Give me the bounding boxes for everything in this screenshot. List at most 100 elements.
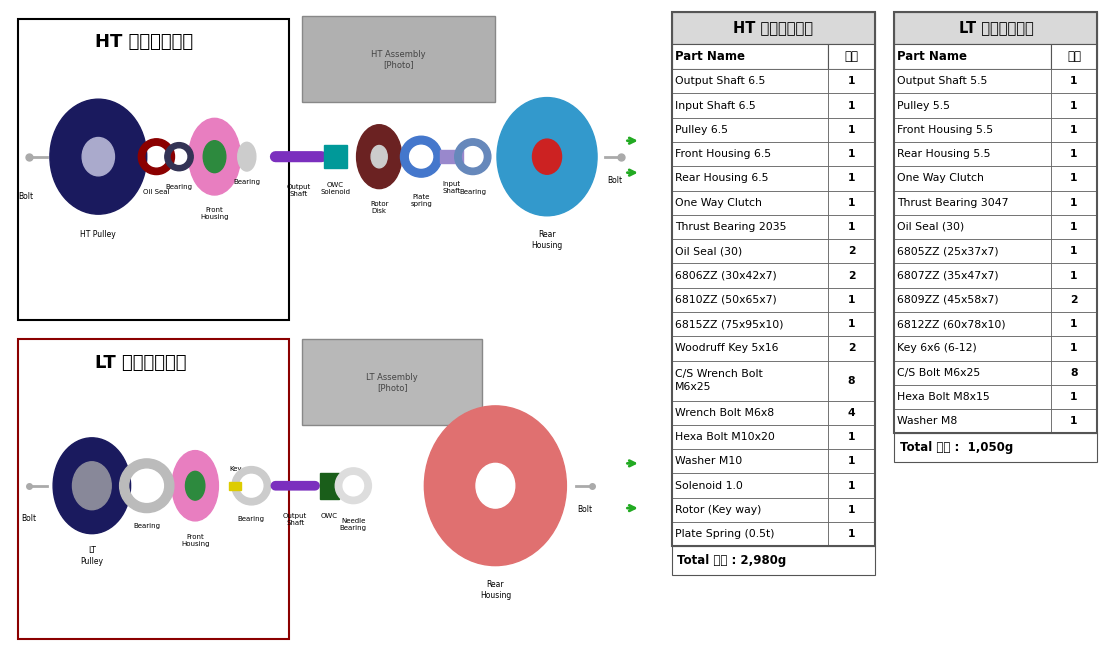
Bar: [828, 361, 875, 400]
Text: Bearing: Bearing: [459, 188, 486, 195]
Bar: [1050, 263, 1097, 288]
Bar: [828, 263, 875, 288]
Text: Bearing: Bearing: [133, 523, 161, 529]
Text: 1: 1: [1070, 246, 1078, 256]
Text: Part Name: Part Name: [675, 50, 745, 63]
Text: Rotor (Key way): Rotor (Key way): [675, 505, 760, 515]
Text: Washer M10: Washer M10: [675, 456, 741, 466]
Text: 1: 1: [1070, 319, 1078, 329]
Text: 1: 1: [1070, 149, 1078, 159]
Text: 1: 1: [847, 505, 855, 515]
Bar: [672, 312, 828, 336]
Bar: [1050, 361, 1097, 385]
Bar: [672, 118, 828, 142]
Bar: [672, 361, 828, 400]
Bar: [828, 288, 875, 312]
Text: Rear
Housing: Rear Housing: [479, 580, 511, 600]
Bar: [828, 473, 875, 497]
Text: 2: 2: [1070, 295, 1078, 304]
Bar: [894, 336, 1050, 361]
Text: Front
Housing: Front Housing: [201, 207, 229, 220]
Bar: [1050, 409, 1097, 434]
Text: LT
Pulley: LT Pulley: [80, 546, 104, 566]
Text: 1: 1: [847, 149, 855, 159]
Text: LT 동력전달장치: LT 동력전달장치: [959, 20, 1034, 35]
Text: 1: 1: [847, 76, 855, 86]
Ellipse shape: [237, 142, 255, 171]
Bar: [894, 93, 1050, 118]
Bar: [324, 145, 347, 168]
Text: One Way Clutch: One Way Clutch: [898, 173, 983, 183]
Bar: [894, 118, 1050, 142]
Text: 1: 1: [847, 529, 855, 539]
Bar: [672, 473, 828, 497]
Text: 2: 2: [847, 271, 855, 280]
Text: 1: 1: [1070, 416, 1078, 426]
Bar: [894, 239, 1050, 263]
Bar: [672, 400, 828, 425]
Bar: [828, 239, 875, 263]
FancyBboxPatch shape: [18, 20, 289, 319]
Text: Rear Housing 5.5: Rear Housing 5.5: [898, 149, 990, 159]
Text: 1: 1: [847, 198, 855, 208]
Ellipse shape: [533, 139, 562, 174]
Text: Rotor
Disk: Rotor Disk: [370, 201, 388, 215]
Bar: [1050, 215, 1097, 239]
Bar: [440, 150, 463, 163]
Text: 1: 1: [847, 456, 855, 466]
Bar: [672, 93, 828, 118]
Ellipse shape: [371, 145, 387, 168]
Bar: [828, 69, 875, 93]
Bar: [1050, 69, 1097, 93]
Text: 1: 1: [847, 319, 855, 329]
Bar: [894, 12, 1097, 44]
Bar: [828, 215, 875, 239]
Bar: [894, 215, 1050, 239]
Text: Bolt: Bolt: [576, 505, 592, 514]
Text: 2: 2: [847, 246, 855, 256]
Text: 6807ZZ (35x47x7): 6807ZZ (35x47x7): [898, 271, 999, 280]
Text: 6809ZZ (45x58x7): 6809ZZ (45x58x7): [898, 295, 999, 304]
Text: Key 6x6 (6-12): Key 6x6 (6-12): [898, 344, 977, 353]
Bar: [828, 449, 875, 473]
Text: OWC
Solenoid: OWC Solenoid: [320, 182, 350, 195]
Text: 1: 1: [1070, 173, 1078, 183]
Ellipse shape: [425, 406, 566, 565]
Text: 1: 1: [1070, 344, 1078, 353]
Text: One Way Clutch: One Way Clutch: [675, 198, 762, 208]
Bar: [672, 215, 828, 239]
Bar: [320, 473, 339, 499]
Bar: [894, 312, 1050, 336]
Ellipse shape: [476, 464, 515, 508]
Text: Plate Spring (0.5t): Plate Spring (0.5t): [675, 529, 774, 539]
Bar: [1050, 239, 1097, 263]
Text: Woodruff Key 5x16: Woodruff Key 5x16: [675, 344, 778, 353]
Text: HT Pulley: HT Pulley: [80, 230, 116, 239]
Ellipse shape: [497, 98, 597, 216]
Bar: [672, 190, 828, 215]
Text: Oil Seal: Oil Seal: [143, 188, 169, 195]
Text: 1: 1: [847, 173, 855, 183]
Bar: [672, 546, 875, 575]
Text: 2: 2: [847, 344, 855, 353]
Text: 8: 8: [1070, 368, 1078, 378]
Text: Key: Key: [229, 466, 242, 471]
Bar: [672, 336, 828, 361]
Bar: [672, 44, 828, 69]
FancyBboxPatch shape: [302, 339, 483, 425]
Bar: [828, 425, 875, 449]
Text: Output
Shaft: Output Shaft: [287, 183, 311, 196]
Text: 1: 1: [847, 125, 855, 135]
Text: Pulley 6.5: Pulley 6.5: [675, 125, 728, 135]
Bar: [672, 12, 875, 546]
Text: Bearing: Bearing: [233, 179, 260, 185]
Bar: [1050, 190, 1097, 215]
Text: Front
Housing: Front Housing: [181, 533, 210, 546]
Text: 6810ZZ (50x65x7): 6810ZZ (50x65x7): [675, 295, 776, 304]
Text: Input Shaft 6.5: Input Shaft 6.5: [675, 100, 755, 111]
Bar: [672, 239, 828, 263]
Bar: [894, 263, 1050, 288]
Text: Front Housing 5.5: Front Housing 5.5: [898, 125, 993, 135]
Text: Output Shaft 5.5: Output Shaft 5.5: [898, 76, 988, 86]
Text: 1: 1: [1070, 76, 1078, 86]
